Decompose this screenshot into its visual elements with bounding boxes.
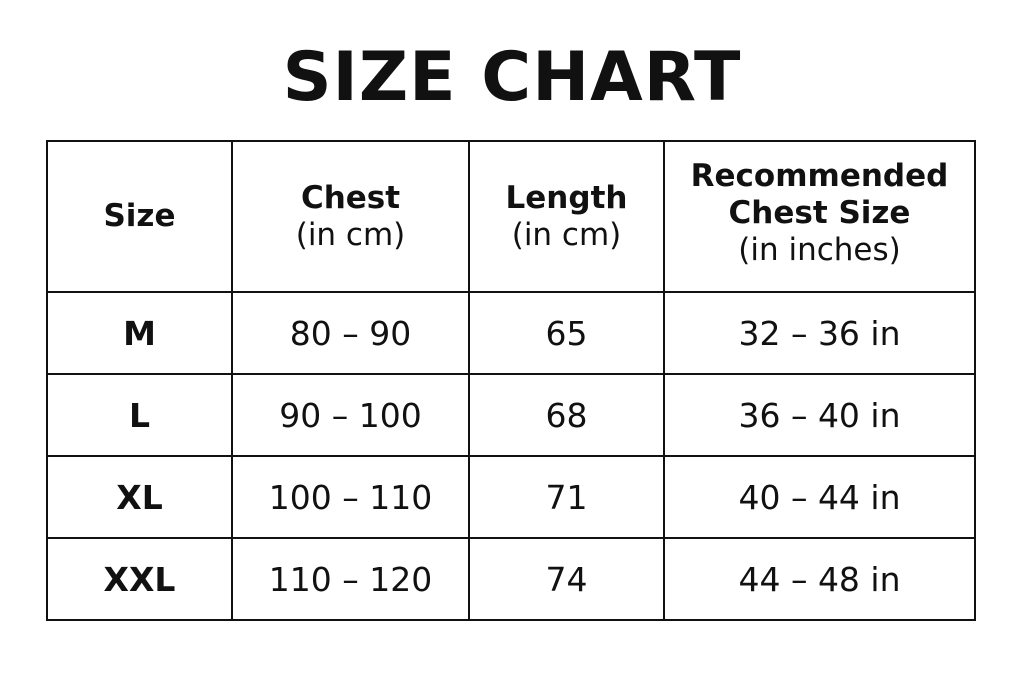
table-row: M 80 – 90 65 32 – 36 in [46, 291, 976, 375]
header-recommended-unit: (in inches) [738, 232, 901, 268]
table-row: XL 100 – 110 71 40 – 44 in [46, 455, 976, 539]
table-row: L 90 – 100 68 36 – 40 in [46, 373, 976, 457]
recommended-cell: 36 – 40 in [663, 373, 976, 457]
chest-cell: 110 – 120 [231, 537, 470, 621]
header-recommended-label: Recommended [690, 158, 949, 194]
header-size-label: Size [103, 198, 176, 234]
length-cell: 74 [468, 537, 665, 621]
header-size: Size [46, 140, 233, 293]
size-cell: M [46, 291, 233, 375]
header-recommended: Recommended Chest Size (in inches) [663, 140, 976, 293]
table-row: XXL 110 – 120 74 44 – 48 in [46, 537, 976, 621]
header-chest-unit: (in cm) [295, 216, 406, 253]
length-cell: 71 [468, 455, 665, 539]
size-cell: XXL [46, 537, 233, 621]
recommended-cell: 44 – 48 in [663, 537, 976, 621]
length-cell: 68 [468, 373, 665, 457]
size-cell: XL [46, 455, 233, 539]
chest-cell: 100 – 110 [231, 455, 470, 539]
header-row: Size Chest (in cm) Length (in cm) Recommen… [46, 140, 976, 293]
header-length-label: Length [505, 179, 628, 216]
page-title: SIZE CHART [282, 38, 742, 117]
header-chest-label: Chest [300, 179, 401, 216]
header-chest: Chest (in cm) [231, 140, 470, 293]
recommended-cell: 32 – 36 in [663, 291, 976, 375]
length-cell: 65 [468, 291, 665, 375]
chest-cell: 90 – 100 [231, 373, 470, 457]
chest-cell: 80 – 90 [231, 291, 470, 375]
size-cell: L [46, 373, 233, 457]
recommended-cell: 40 – 44 in [663, 455, 976, 539]
header-length: Length (in cm) [468, 140, 665, 293]
header-recommended-label-2: Chest Size [728, 195, 911, 231]
header-length-unit: (in cm) [511, 216, 622, 253]
size-chart-table: Size Chest (in cm) Length (in cm) Recommen… [46, 140, 976, 621]
